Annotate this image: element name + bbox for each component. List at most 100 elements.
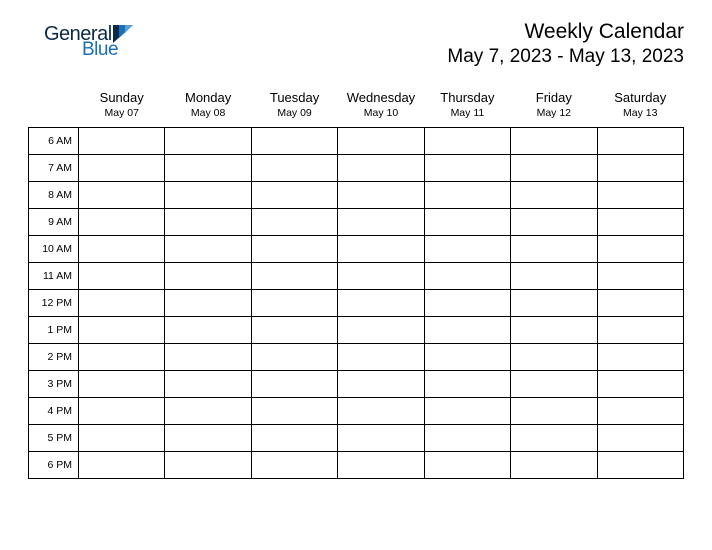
hour-label: 3 PM bbox=[29, 371, 79, 398]
time-slot[interactable] bbox=[251, 155, 337, 182]
date-header: May 08 bbox=[165, 107, 251, 128]
time-slot[interactable] bbox=[79, 425, 165, 452]
day-header: Friday bbox=[511, 86, 597, 107]
time-slot[interactable] bbox=[597, 425, 683, 452]
time-slot[interactable] bbox=[165, 236, 251, 263]
time-slot[interactable] bbox=[511, 209, 597, 236]
time-slot[interactable] bbox=[165, 344, 251, 371]
time-slot[interactable] bbox=[511, 452, 597, 479]
time-slot[interactable] bbox=[251, 425, 337, 452]
time-slot[interactable] bbox=[251, 317, 337, 344]
time-slot[interactable] bbox=[338, 317, 424, 344]
time-slot[interactable] bbox=[79, 155, 165, 182]
time-slot[interactable] bbox=[165, 398, 251, 425]
time-slot[interactable] bbox=[511, 371, 597, 398]
time-slot[interactable] bbox=[338, 344, 424, 371]
time-slot[interactable] bbox=[597, 209, 683, 236]
time-slot[interactable] bbox=[338, 398, 424, 425]
time-slot[interactable] bbox=[597, 263, 683, 290]
time-slot[interactable] bbox=[597, 344, 683, 371]
time-slot[interactable] bbox=[165, 263, 251, 290]
time-slot[interactable] bbox=[165, 128, 251, 155]
time-slot[interactable] bbox=[251, 452, 337, 479]
time-slot[interactable] bbox=[165, 452, 251, 479]
time-slot[interactable] bbox=[338, 371, 424, 398]
time-slot[interactable] bbox=[597, 398, 683, 425]
time-slot[interactable] bbox=[338, 182, 424, 209]
time-slot[interactable] bbox=[79, 317, 165, 344]
time-slot[interactable] bbox=[251, 398, 337, 425]
logo-text-blue: Blue bbox=[82, 40, 133, 59]
time-slot[interactable] bbox=[251, 236, 337, 263]
time-slot[interactable] bbox=[424, 344, 510, 371]
time-slot[interactable] bbox=[424, 371, 510, 398]
time-slot[interactable] bbox=[251, 344, 337, 371]
day-header: Thursday bbox=[424, 86, 510, 107]
time-slot[interactable] bbox=[424, 209, 510, 236]
time-slot[interactable] bbox=[597, 290, 683, 317]
time-slot[interactable] bbox=[424, 425, 510, 452]
time-slot[interactable] bbox=[511, 290, 597, 317]
time-slot[interactable] bbox=[165, 209, 251, 236]
time-slot[interactable] bbox=[424, 452, 510, 479]
time-slot[interactable] bbox=[511, 182, 597, 209]
time-slot[interactable] bbox=[597, 182, 683, 209]
time-slot[interactable] bbox=[251, 290, 337, 317]
time-slot[interactable] bbox=[165, 425, 251, 452]
time-slot[interactable] bbox=[338, 236, 424, 263]
time-slot[interactable] bbox=[597, 128, 683, 155]
time-slot[interactable] bbox=[79, 371, 165, 398]
time-slot[interactable] bbox=[338, 452, 424, 479]
time-slot[interactable] bbox=[79, 128, 165, 155]
time-slot[interactable] bbox=[424, 398, 510, 425]
time-slot[interactable] bbox=[165, 182, 251, 209]
time-slot[interactable] bbox=[79, 344, 165, 371]
time-slot[interactable] bbox=[424, 182, 510, 209]
time-slot[interactable] bbox=[79, 263, 165, 290]
time-slot[interactable] bbox=[511, 344, 597, 371]
time-slot[interactable] bbox=[424, 290, 510, 317]
hour-row: 6 AM bbox=[29, 128, 684, 155]
time-slot[interactable] bbox=[424, 128, 510, 155]
time-slot[interactable] bbox=[597, 236, 683, 263]
time-slot[interactable] bbox=[165, 317, 251, 344]
time-slot[interactable] bbox=[424, 317, 510, 344]
time-slot[interactable] bbox=[79, 236, 165, 263]
time-slot[interactable] bbox=[251, 371, 337, 398]
hour-row: 7 AM bbox=[29, 155, 684, 182]
time-slot[interactable] bbox=[511, 263, 597, 290]
time-slot[interactable] bbox=[79, 290, 165, 317]
time-slot[interactable] bbox=[424, 236, 510, 263]
time-slot[interactable] bbox=[511, 425, 597, 452]
time-slot[interactable] bbox=[424, 155, 510, 182]
time-slot[interactable] bbox=[597, 371, 683, 398]
time-slot[interactable] bbox=[338, 128, 424, 155]
time-slot[interactable] bbox=[424, 263, 510, 290]
time-slot[interactable] bbox=[597, 155, 683, 182]
time-slot[interactable] bbox=[511, 398, 597, 425]
time-slot[interactable] bbox=[79, 182, 165, 209]
hour-label: 5 PM bbox=[29, 425, 79, 452]
time-slot[interactable] bbox=[338, 155, 424, 182]
time-slot[interactable] bbox=[251, 128, 337, 155]
time-slot[interactable] bbox=[338, 425, 424, 452]
time-slot[interactable] bbox=[165, 371, 251, 398]
time-slot[interactable] bbox=[511, 317, 597, 344]
time-slot[interactable] bbox=[79, 452, 165, 479]
time-slot[interactable] bbox=[251, 209, 337, 236]
time-slot[interactable] bbox=[338, 290, 424, 317]
time-slot[interactable] bbox=[338, 263, 424, 290]
time-slot[interactable] bbox=[511, 128, 597, 155]
time-slot[interactable] bbox=[511, 236, 597, 263]
time-slot[interactable] bbox=[511, 155, 597, 182]
time-slot[interactable] bbox=[79, 398, 165, 425]
time-slot[interactable] bbox=[251, 263, 337, 290]
time-slot[interactable] bbox=[251, 182, 337, 209]
time-slot[interactable] bbox=[338, 209, 424, 236]
time-slot[interactable] bbox=[165, 155, 251, 182]
time-slot[interactable] bbox=[597, 317, 683, 344]
time-slot[interactable] bbox=[597, 452, 683, 479]
time-slot[interactable] bbox=[165, 290, 251, 317]
day-header: Saturday bbox=[597, 86, 683, 107]
time-slot[interactable] bbox=[79, 209, 165, 236]
